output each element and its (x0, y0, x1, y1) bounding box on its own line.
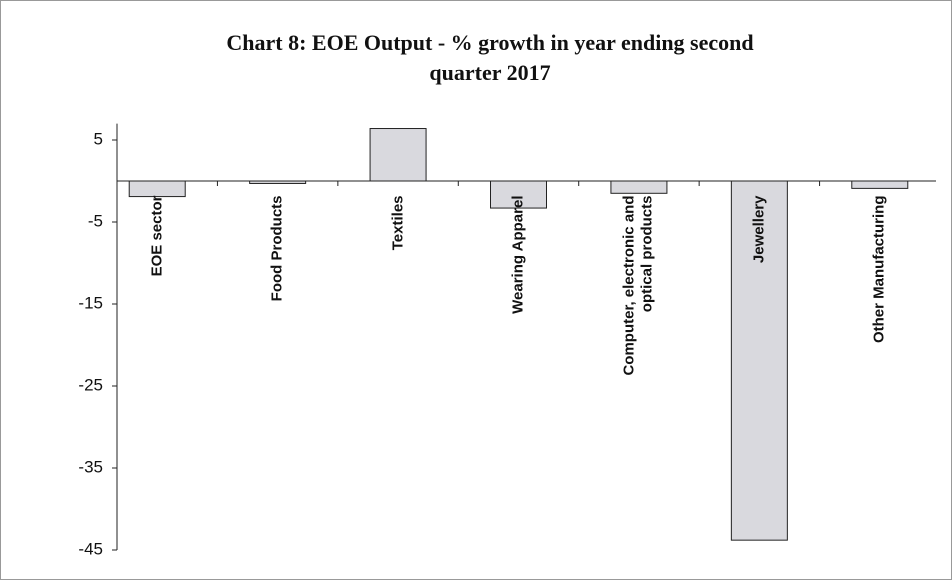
x-tick-label: Food Products (268, 195, 286, 301)
chart-title: Chart 8: EOE Output - % growth in year e… (226, 30, 754, 85)
x-tick-label: Computer, electronic and optical product… (620, 195, 656, 376)
x-tick-label: Other Manufacturing (870, 195, 888, 343)
bar (610, 180, 668, 194)
bar (128, 180, 186, 198)
y-tick-label: -15 (78, 293, 103, 312)
x-tick-label: Textiles (389, 195, 407, 250)
y-tick-label: -25 (78, 375, 103, 394)
bar (490, 180, 547, 209)
y-tick-label: -45 (78, 539, 103, 558)
bar (851, 180, 909, 189)
bar (730, 180, 788, 541)
x-tick-label: Jewellery (750, 195, 768, 263)
y-tick-label: -5 (88, 211, 103, 230)
y-tick-label: 5 (94, 129, 103, 148)
x-tick-label: EOE sector (148, 195, 166, 276)
y-tick-label: -35 (78, 457, 103, 476)
bar (369, 128, 427, 182)
x-tick-label: Wearing Apparel (509, 195, 527, 314)
